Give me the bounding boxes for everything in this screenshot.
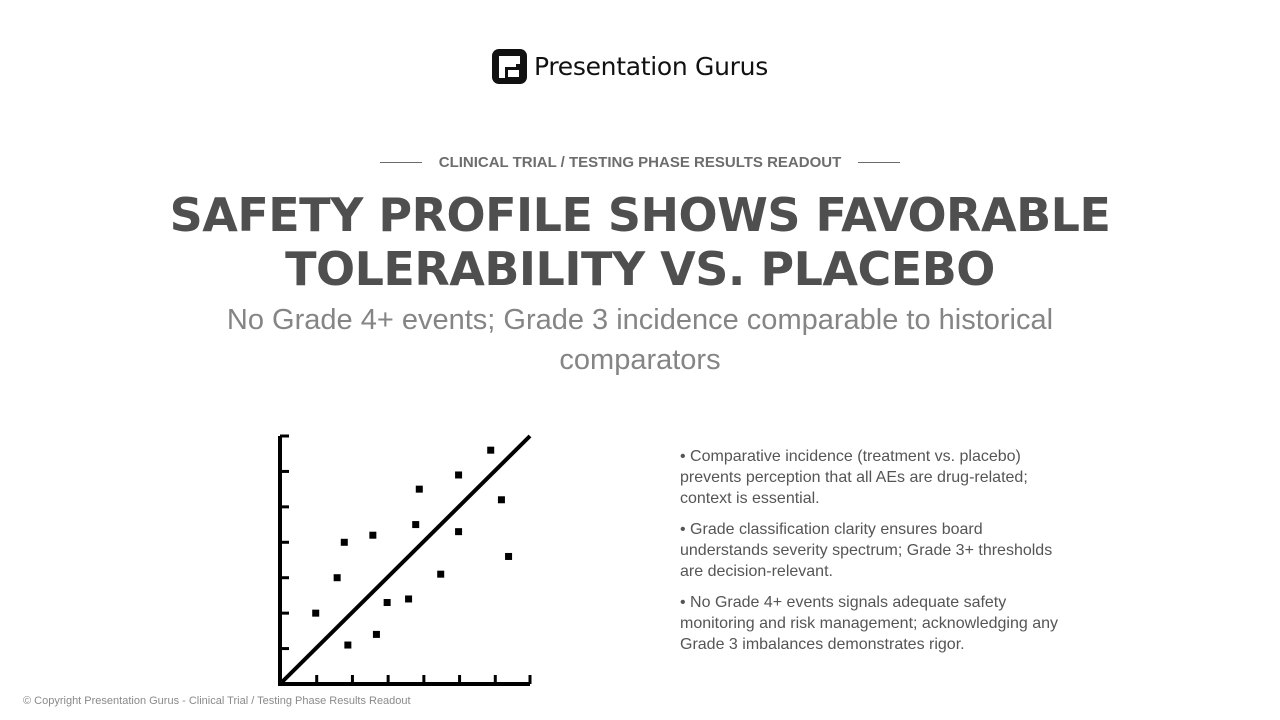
scatter-point <box>497 496 505 504</box>
brand-logo: Presentation Gurus <box>492 48 768 84</box>
scatter-point <box>372 630 380 638</box>
scatter-point <box>455 528 463 536</box>
slide-subtitle: No Grade 4+ events; Grade 3 incidence co… <box>226 304 1054 376</box>
scatter-point <box>487 446 495 454</box>
scatter-point <box>340 538 348 546</box>
bullet-item: • No Grade 4+ events signals adequate sa… <box>680 594 1058 653</box>
scatter-point <box>455 471 463 479</box>
scatter-point <box>333 574 341 582</box>
scatter-point <box>383 599 391 607</box>
eyebrow-text: CLINICAL TRIAL / TESTING PHASE RESULTS R… <box>438 153 842 171</box>
bullet-item: • Grade classification clarity ensures b… <box>680 521 1053 580</box>
eyebrow-left-rule <box>379 161 422 163</box>
scatter-plot-icon <box>278 434 532 686</box>
scatter-point <box>412 521 420 529</box>
scatter-point <box>344 641 352 649</box>
slide-title: SAFETY PROFILE SHOWS FAVORABLE TOLERABIL… <box>169 188 1111 296</box>
eyebrow-right-rule <box>858 161 901 163</box>
scatter-point <box>437 570 445 578</box>
bullet-item: • Comparative incidence (treatment vs. p… <box>680 448 1028 507</box>
trend-line <box>278 434 532 686</box>
brand-name: Presentation Gurus <box>534 51 768 81</box>
scatter-point <box>415 485 423 493</box>
scatter-point <box>369 531 377 539</box>
footer-copyright: © Copyright Presentation Gurus - Clinica… <box>23 695 411 707</box>
scatter-point <box>505 552 513 560</box>
presentation-gurus-logo-icon <box>492 48 527 84</box>
scatter-point <box>405 595 413 603</box>
scatter-point <box>312 609 320 617</box>
bullet-list: • Comparative incidence (treatment vs. p… <box>680 446 1070 665</box>
eyebrow: CLINICAL TRIAL / TESTING PHASE RESULTS R… <box>0 152 1280 172</box>
